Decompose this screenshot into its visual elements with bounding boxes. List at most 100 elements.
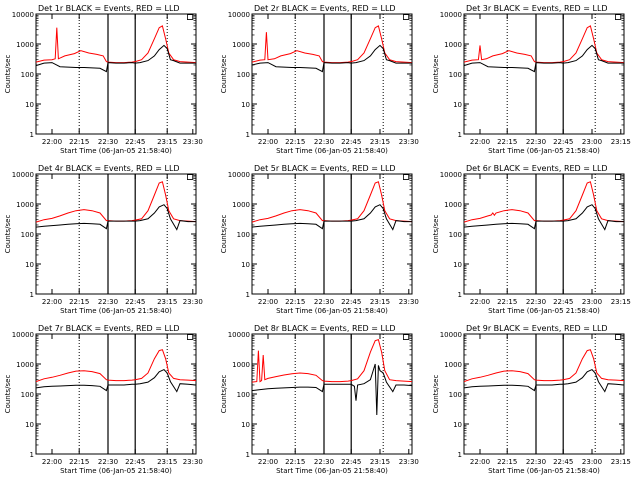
x-tick-label: 22:45 <box>553 138 573 146</box>
panel-title: Det 1r BLACK = Events, RED = LLD <box>38 4 180 13</box>
x-tick-label: 22:00 <box>258 138 278 146</box>
x-tick-label: 23:30 <box>399 458 419 466</box>
x-tick-label: 23:30 <box>399 298 419 306</box>
legend-bracket: ⊏ <box>614 12 622 23</box>
y-tick-label: 1000 <box>232 361 250 369</box>
y-tick-label: 1000 <box>232 41 250 49</box>
plot-frame <box>463 173 625 295</box>
x-tick-label: 22:30 <box>526 458 546 466</box>
x-tick-label: 23:00 <box>582 138 602 146</box>
x-tick-label: 22:15 <box>69 298 89 306</box>
x-tick-label: 22:30 <box>314 138 334 146</box>
y-tick-label: 100 <box>21 71 34 79</box>
y-tick-label: 100 <box>21 231 34 239</box>
x-tick-label: 22:30 <box>98 298 118 306</box>
y-tick-label: 1000 <box>444 41 462 49</box>
x-tick-label: 22:30 <box>98 458 118 466</box>
y-tick-label: 1 <box>458 131 462 139</box>
y-tick-label: 100 <box>449 71 462 79</box>
panel-title: Det 9r BLACK = Events, RED = LLD <box>466 324 608 333</box>
y-tick-label: 10000 <box>440 171 462 179</box>
y-tick-label: 10000 <box>12 171 34 179</box>
x-tick-label: 22:00 <box>42 458 62 466</box>
y-tick-label: 1 <box>246 131 250 139</box>
series-events-line <box>251 44 412 73</box>
x-tick-label: 22:00 <box>258 298 278 306</box>
x-tick-label: 23:15 <box>157 298 177 306</box>
y-tick-label: 100 <box>21 391 34 399</box>
x-tick-label: 23:00 <box>582 458 602 466</box>
legend-bracket: ⊏ <box>402 172 410 183</box>
y-tick-label: 10 <box>25 421 34 429</box>
y-tick-label: 10000 <box>12 11 34 19</box>
panel-det-8: Det 8r BLACK = Events, RED = LLD ⊏ 1 10 100 1… <box>220 324 419 475</box>
x-axis-label: Start Time (06-Jan-05 21:58:40) <box>276 307 388 315</box>
panel-det-4: Det 4r BLACK = Events, RED = LLD ⊏ 1 10 100 1… <box>4 164 203 315</box>
y-tick-label: 1 <box>30 291 34 299</box>
x-tick-label: 23:15 <box>370 458 390 466</box>
plot-frame <box>35 173 197 295</box>
x-tick-label: 23:00 <box>582 298 602 306</box>
panel-det-2: Det 2r BLACK = Events, RED = LLD ⊏ 1 10 100 1… <box>220 4 419 155</box>
y-tick-label: 10 <box>241 101 250 109</box>
y-tick-label: 100 <box>237 391 250 399</box>
y-tick-label: 1 <box>30 451 34 459</box>
series-lld-line <box>463 349 625 383</box>
x-tick-label: 23:30 <box>399 138 419 146</box>
series-events-line <box>35 204 196 231</box>
panel-det-1: Det 1r BLACK = Events, RED = LLD ⊏ 1 10 100 1… <box>4 4 203 155</box>
panel-det-3: Det 3r BLACK = Events, RED = LLD ⊏ 1 10 100 1… <box>432 4 631 155</box>
y-tick-label: 10 <box>25 101 34 109</box>
x-tick-label: 22:45 <box>125 458 145 466</box>
series-lld-line <box>463 181 625 223</box>
panel-det-7: Det 7r BLACK = Events, RED = LLD ⊏ 1 10 100 1… <box>4 324 203 475</box>
panel-det-5: Det 5r BLACK = Events, RED = LLD ⊏ 1 10 100 1… <box>220 164 419 315</box>
y-tick-label: 1 <box>458 451 462 459</box>
y-tick-label: 10000 <box>228 331 250 339</box>
x-tick-label: 22:00 <box>470 458 490 466</box>
x-tick-label: 23:30 <box>183 138 203 146</box>
y-axis-label: Counts/sec <box>220 55 228 94</box>
y-axis-label: Counts/sec <box>4 55 12 94</box>
x-axis-label: Start Time (06-Jan-05 21:58:40) <box>276 467 388 475</box>
x-axis-label: Start Time (06-Jan-05 21:58:40) <box>60 307 172 315</box>
x-tick-label: 23:15 <box>370 138 390 146</box>
plot-frame <box>35 13 197 135</box>
y-tick-label: 1000 <box>16 361 34 369</box>
y-axis-label: Counts/sec <box>432 375 440 414</box>
y-tick-label: 1 <box>30 131 34 139</box>
x-tick-label: 23:15 <box>611 458 631 466</box>
series-lld-line <box>463 25 625 64</box>
panel-title: Det 6r BLACK = Events, RED = LLD <box>466 164 608 173</box>
x-tick-label: 22:15 <box>497 298 517 306</box>
x-tick-label: 23:30 <box>183 458 203 466</box>
x-tick-label: 22:15 <box>497 138 517 146</box>
legend-bracket: ⊏ <box>614 332 622 343</box>
y-tick-label: 10000 <box>228 171 250 179</box>
y-axis-label: Counts/sec <box>220 375 228 414</box>
legend-bracket: ⊏ <box>186 12 194 23</box>
y-axis-label: Counts/sec <box>4 215 12 254</box>
x-tick-label: 22:00 <box>258 458 278 466</box>
x-tick-label: 23:15 <box>157 458 177 466</box>
y-tick-label: 10 <box>453 421 462 429</box>
x-tick-label: 22:30 <box>314 458 334 466</box>
y-axis-label: Counts/sec <box>432 55 440 94</box>
x-tick-label: 22:45 <box>341 458 361 466</box>
x-tick-label: 22:15 <box>69 458 89 466</box>
x-tick-label: 23:30 <box>183 298 203 306</box>
y-tick-label: 10 <box>25 261 34 269</box>
x-tick-label: 22:00 <box>470 298 490 306</box>
x-tick-label: 22:15 <box>285 298 305 306</box>
x-axis-label: Start Time (06-Jan-05 21:58:40) <box>60 147 172 155</box>
y-tick-label: 10000 <box>12 331 34 339</box>
x-tick-label: 23:15 <box>370 298 390 306</box>
legend-bracket: ⊏ <box>186 172 194 183</box>
y-tick-label: 1 <box>246 291 250 299</box>
series-lld-line <box>251 181 413 223</box>
x-tick-label: 22:45 <box>125 138 145 146</box>
y-tick-label: 100 <box>237 71 250 79</box>
y-tick-label: 10 <box>453 101 462 109</box>
x-tick-label: 22:45 <box>341 298 361 306</box>
x-tick-label: 22:30 <box>526 298 546 306</box>
